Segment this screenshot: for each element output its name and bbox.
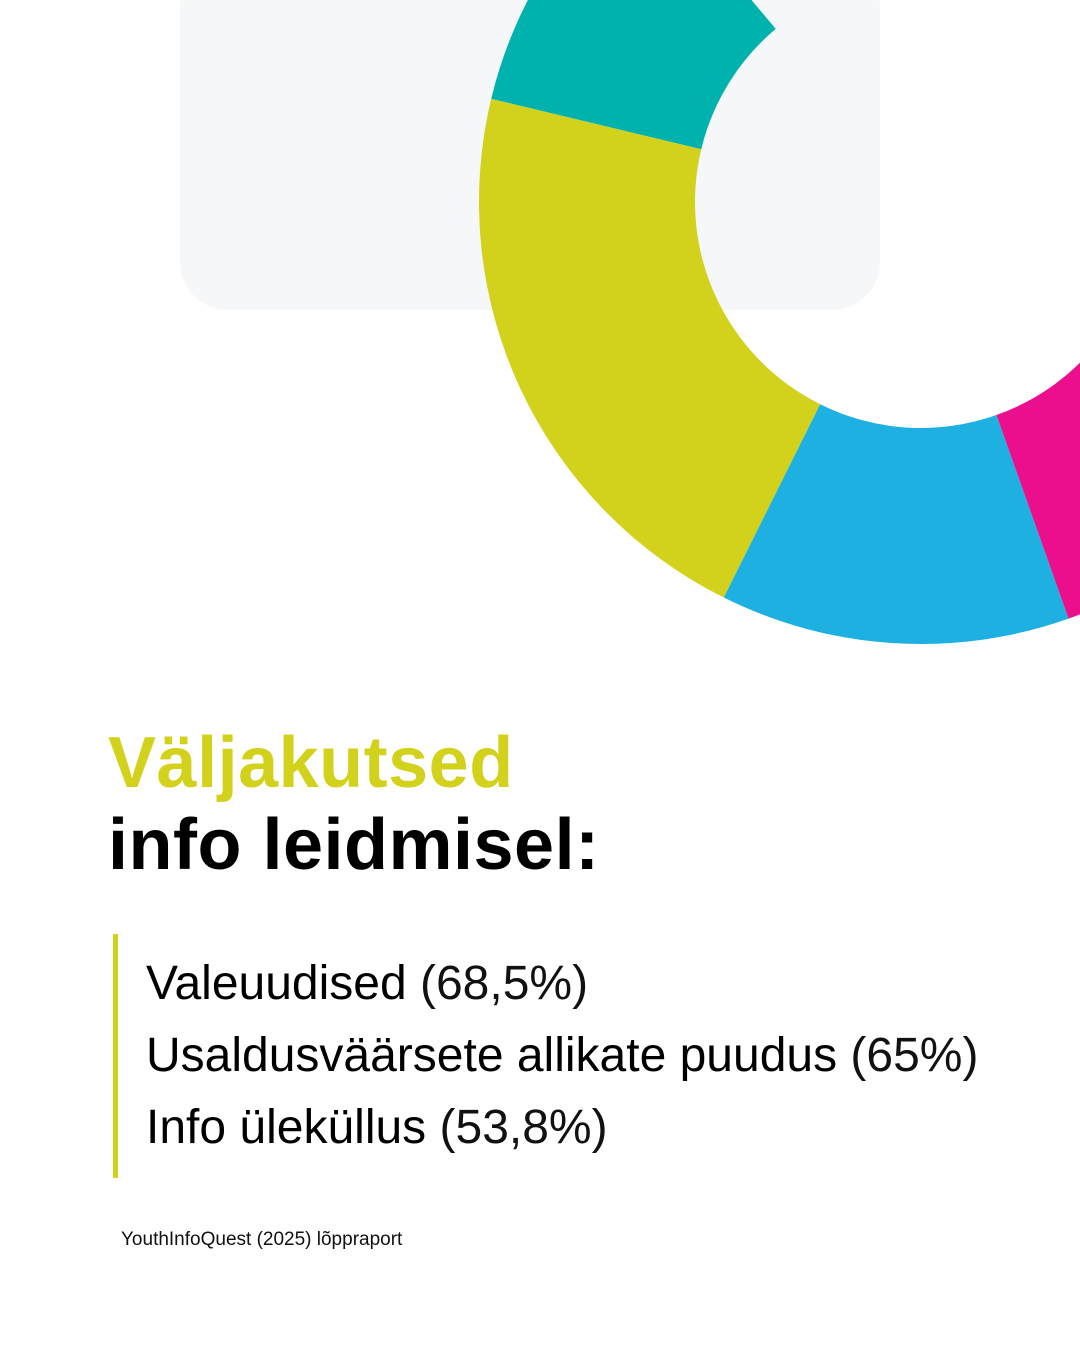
list-item: Usaldusväärsete allikate puudus (65%) xyxy=(146,1020,1053,1092)
item-value: (68,5%) xyxy=(420,957,589,1010)
item-value: (65%) xyxy=(850,1029,979,1082)
heading-main: info leidmisel: xyxy=(108,805,600,885)
item-value: (53,8%) xyxy=(439,1101,608,1154)
item-label: Valeuudised xyxy=(146,957,407,1010)
item-label: Usaldusväärsete allikate puudus xyxy=(146,1029,838,1082)
item-label: Info üleküllus xyxy=(146,1101,427,1154)
list-item: Info üleküllus (53,8%) xyxy=(146,1092,1053,1164)
ring-segment-cyan xyxy=(723,404,1069,644)
heading-accent: Väljakutsed xyxy=(108,723,514,803)
list-item: Valeuudised (68,5%) xyxy=(146,948,1053,1020)
heading: Väljakutsed info leidmisel: xyxy=(108,722,600,886)
challenges-list: Valeuudised (68,5%) Usaldusväärsete alli… xyxy=(113,934,1053,1178)
ring-segment-teal xyxy=(491,0,776,150)
donut-ring-decoration xyxy=(478,0,1080,644)
source-citation: YouthInfoQuest (2025) lõppraport xyxy=(121,1229,403,1250)
ring-segment-magenta xyxy=(996,362,1080,619)
ring-segment-lime xyxy=(478,98,821,598)
